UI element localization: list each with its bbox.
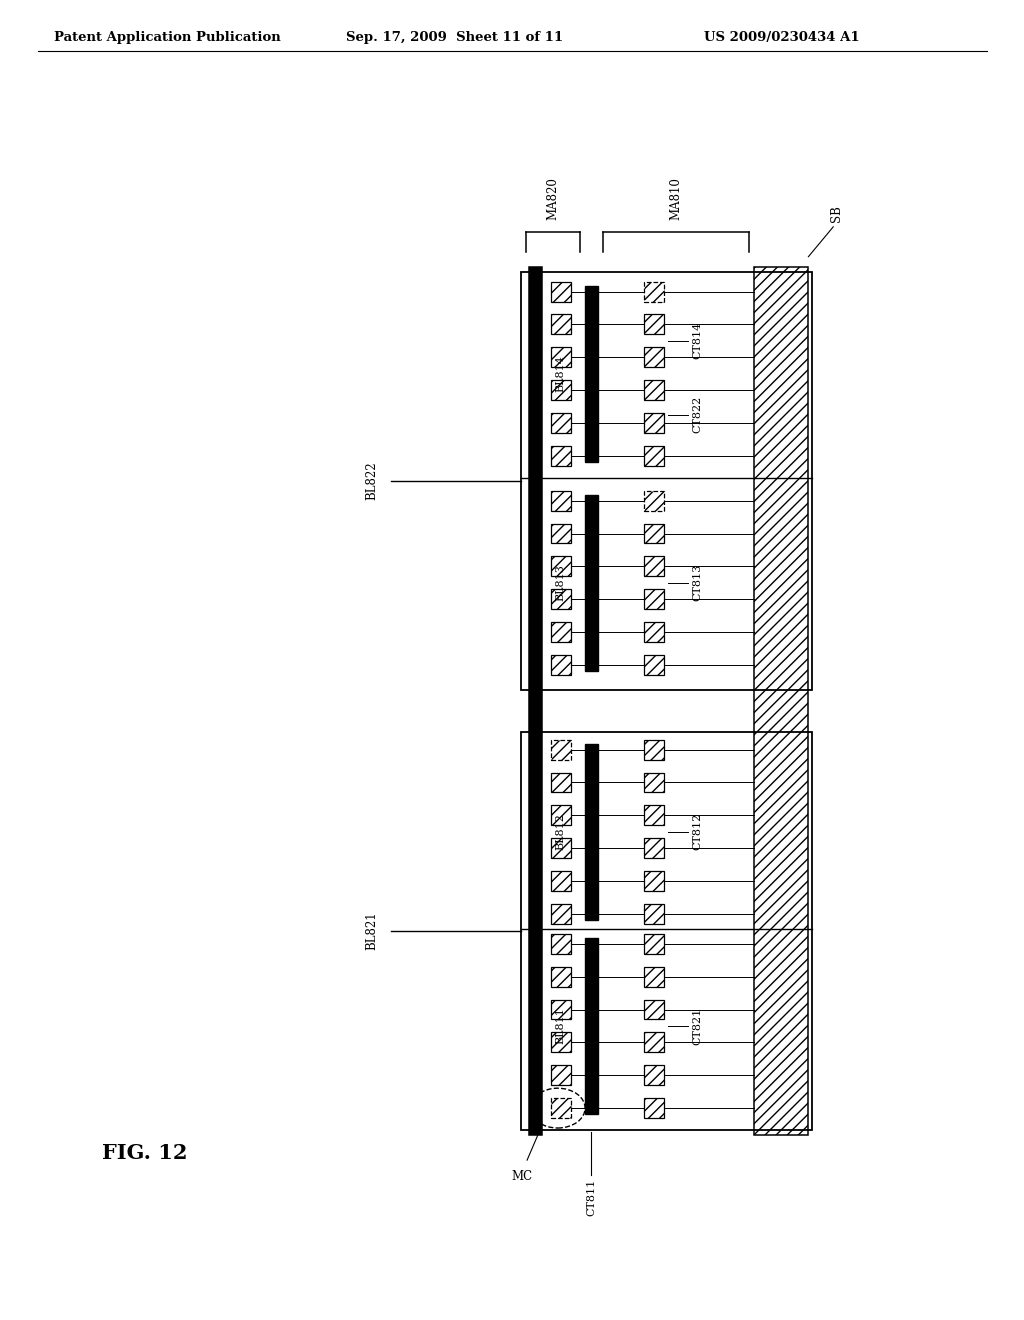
Text: FIG. 12: FIG. 12 bbox=[102, 1143, 187, 1163]
Bar bbox=[521, 731, 812, 1130]
Bar bbox=[644, 491, 665, 511]
Text: BL813: BL813 bbox=[556, 565, 565, 602]
Text: CT814: CT814 bbox=[692, 322, 702, 359]
Text: BL822: BL822 bbox=[366, 462, 379, 500]
Bar bbox=[551, 1032, 570, 1052]
Bar bbox=[551, 871, 570, 891]
Bar bbox=[644, 1065, 665, 1085]
Bar bbox=[644, 999, 665, 1019]
Bar bbox=[551, 491, 570, 511]
Bar bbox=[551, 589, 570, 610]
Text: BL811: BL811 bbox=[556, 1007, 565, 1044]
Bar bbox=[644, 281, 665, 301]
Bar bbox=[644, 838, 665, 858]
Bar bbox=[551, 966, 570, 986]
Bar bbox=[585, 937, 598, 1114]
Bar bbox=[644, 622, 665, 642]
Bar bbox=[644, 805, 665, 825]
Bar bbox=[551, 933, 570, 954]
Bar bbox=[551, 838, 570, 858]
Bar bbox=[551, 347, 570, 367]
Bar bbox=[551, 805, 570, 825]
Bar bbox=[644, 966, 665, 986]
Bar bbox=[529, 267, 543, 1135]
Text: Sep. 17, 2009  Sheet 11 of 11: Sep. 17, 2009 Sheet 11 of 11 bbox=[346, 30, 563, 44]
Text: CT821: CT821 bbox=[692, 1007, 702, 1044]
Bar bbox=[644, 1098, 665, 1118]
Bar bbox=[644, 1032, 665, 1052]
Bar bbox=[644, 871, 665, 891]
Bar bbox=[551, 413, 570, 433]
Text: SB: SB bbox=[829, 205, 843, 222]
Bar bbox=[551, 524, 570, 544]
Text: BL814: BL814 bbox=[556, 355, 565, 392]
Bar bbox=[644, 933, 665, 954]
Bar bbox=[644, 589, 665, 610]
Bar bbox=[521, 272, 812, 690]
Bar bbox=[644, 655, 665, 675]
Bar bbox=[644, 557, 665, 577]
Bar bbox=[585, 285, 598, 462]
Bar bbox=[551, 446, 570, 466]
Bar bbox=[551, 1098, 570, 1118]
Bar bbox=[585, 495, 598, 671]
Text: Patent Application Publication: Patent Application Publication bbox=[54, 30, 282, 44]
Bar bbox=[551, 622, 570, 642]
Text: CT812: CT812 bbox=[692, 813, 702, 850]
Text: BL812: BL812 bbox=[556, 813, 565, 850]
Text: CT811: CT811 bbox=[586, 1179, 596, 1216]
Bar bbox=[644, 446, 665, 466]
Bar bbox=[644, 772, 665, 792]
Bar bbox=[551, 1065, 570, 1085]
Bar bbox=[551, 314, 570, 334]
Bar bbox=[644, 314, 665, 334]
Bar bbox=[551, 999, 570, 1019]
Bar bbox=[551, 281, 570, 301]
Bar bbox=[585, 743, 598, 920]
Text: MA810: MA810 bbox=[669, 177, 682, 220]
Bar bbox=[644, 347, 665, 367]
Text: US 2009/0230434 A1: US 2009/0230434 A1 bbox=[703, 30, 859, 44]
Bar bbox=[644, 739, 665, 759]
Text: MC: MC bbox=[511, 1170, 532, 1183]
Bar bbox=[644, 524, 665, 544]
Bar bbox=[551, 772, 570, 792]
Bar bbox=[551, 904, 570, 924]
Bar bbox=[644, 904, 665, 924]
Bar bbox=[551, 739, 570, 759]
Bar bbox=[644, 380, 665, 400]
Bar bbox=[551, 655, 570, 675]
Bar bbox=[551, 557, 570, 577]
Bar bbox=[644, 413, 665, 433]
Text: BL821: BL821 bbox=[366, 912, 379, 950]
Text: MA820: MA820 bbox=[547, 177, 559, 220]
Text: CT813: CT813 bbox=[692, 564, 702, 602]
Text: CT822: CT822 bbox=[692, 396, 702, 433]
Bar bbox=[551, 380, 570, 400]
Bar bbox=[754, 267, 808, 1135]
